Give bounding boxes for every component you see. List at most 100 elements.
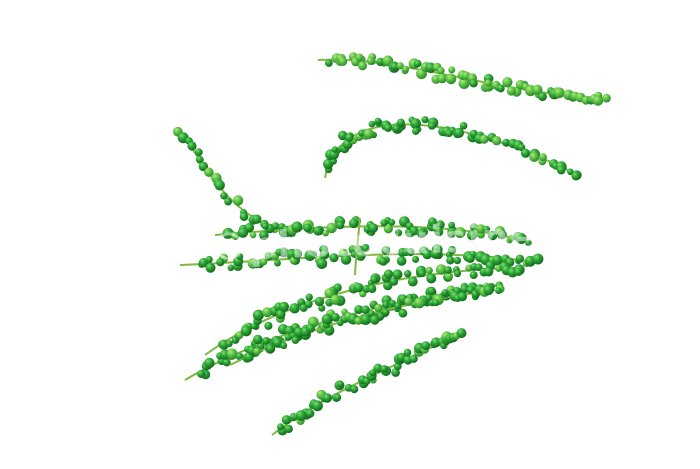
peppercorn-berry — [448, 221, 455, 229]
peppercorn-berry — [458, 78, 470, 89]
peppercorn-berry — [437, 73, 447, 84]
peppercorn-berry — [259, 230, 269, 241]
peppercorn-berry — [430, 248, 442, 259]
peppercorn-berry — [515, 233, 527, 244]
peppercorn-berry — [435, 264, 447, 275]
peppercorn-berry — [457, 291, 467, 302]
peppercorn-berry — [368, 310, 375, 318]
peppercorn-berry — [204, 167, 214, 177]
peppercorn-berry — [482, 225, 491, 234]
peppercorn-berry — [427, 287, 436, 295]
peppercorn-berry — [274, 259, 281, 267]
peppercorn-berry — [441, 289, 449, 296]
peppercorn-berry — [306, 324, 316, 333]
peppercorn-berry — [266, 344, 275, 353]
peppercorn-berry — [337, 381, 344, 388]
peppercorn-berry — [358, 61, 367, 71]
peppercorn-berry — [425, 266, 433, 275]
peppercorn-berry — [373, 363, 383, 373]
peppercorn-berry — [403, 348, 412, 357]
peppercorn-berry — [279, 301, 289, 312]
peppercorn-berry — [348, 218, 359, 229]
peppercorn-berry — [388, 219, 396, 226]
peppercorn-berry — [350, 385, 359, 393]
peppercorn-berry — [329, 149, 339, 160]
peppercorn-berry — [377, 312, 385, 320]
peppercorn-berry — [445, 129, 453, 138]
peppercorn-berry — [538, 92, 547, 101]
peppercorn-berry — [407, 276, 418, 287]
peppercorn-berry — [368, 223, 379, 233]
peppercorn-berry — [453, 127, 464, 138]
peppercorn-berry — [249, 231, 257, 239]
peppercorn-berry — [330, 294, 341, 305]
peppercorn-berry — [484, 79, 492, 87]
peppercorn-berry — [253, 347, 261, 356]
peppercorn-berry — [321, 313, 333, 325]
peppercorn-berry — [325, 59, 333, 67]
peppercorn-berry — [382, 308, 390, 316]
peppercorn-berry — [476, 224, 486, 234]
peppercorn-berry — [338, 130, 348, 141]
peppercorn-berry — [434, 227, 444, 237]
peppercorn-berry — [291, 248, 303, 260]
peppercorn-berry — [240, 325, 252, 337]
peppercorn-berry — [370, 275, 378, 284]
peppercorn-berry — [295, 410, 307, 421]
peppercorn-berry — [475, 263, 483, 272]
peppercorn-berry — [220, 192, 228, 200]
peppercorn-berry — [437, 67, 445, 75]
peppercorn-berry — [539, 153, 547, 162]
peppercorn-berry — [305, 409, 315, 418]
peppercorn-berry — [404, 270, 412, 278]
peppercorn-berry — [507, 235, 515, 242]
peppercorn-berry — [214, 180, 225, 191]
peppercorn-berry — [334, 393, 342, 401]
peppercorn-berry — [333, 283, 342, 292]
peppercorn-berry — [216, 258, 225, 267]
peppercorn-berry — [380, 219, 388, 227]
peppercorn-berry — [326, 222, 338, 234]
peppercorn-berry — [264, 321, 273, 330]
peppercorn-berry — [412, 127, 420, 135]
peppercorn-berry — [525, 239, 532, 247]
peppercorn-berry — [345, 133, 354, 142]
peppercorn-berry — [409, 354, 418, 363]
peppercorn-berry — [289, 303, 300, 314]
peppercorn-berry — [427, 217, 437, 227]
peppercorn-berry — [416, 228, 427, 238]
peppercorn-berry — [421, 116, 429, 124]
peppercorn-berry — [355, 251, 366, 261]
peppercorn-berry — [205, 255, 213, 264]
peppercorn-berry — [225, 340, 233, 348]
peppercorn-berry — [195, 155, 204, 164]
peppercorn-berry — [469, 271, 478, 280]
peppercorn-berry — [483, 284, 494, 296]
peppercorn-berry — [497, 229, 507, 240]
peppercorn-berry — [291, 336, 300, 344]
peppercorn-berry — [271, 222, 280, 230]
peppercorn-berry — [363, 128, 374, 140]
peppercorn-berry — [204, 357, 215, 369]
peppercorn-berry — [336, 221, 345, 230]
peppercorn-berry — [396, 62, 404, 70]
peppercorn-berry — [529, 152, 540, 162]
peppercorn-berry — [556, 165, 566, 175]
peppercorn-berry — [496, 84, 505, 93]
peppercorn-berry — [303, 223, 312, 233]
peppercorn-berry — [520, 148, 531, 158]
peppercorn-berry — [316, 258, 328, 269]
peppercorn-berry — [384, 123, 393, 132]
peppercorn-berry — [360, 314, 372, 325]
peppercorn-berry — [264, 252, 273, 261]
peppercorn-berry — [312, 400, 323, 412]
peppercorn-berry — [515, 254, 525, 263]
peppercorn-berry — [329, 253, 339, 263]
peppercorn-berry — [425, 294, 432, 302]
peppercorn-berry — [532, 253, 544, 265]
peppercorn-berry — [495, 287, 502, 295]
peppercorn-berry — [318, 304, 326, 312]
peppercorn-berry — [187, 141, 197, 151]
peppercorn-berry — [340, 254, 352, 265]
